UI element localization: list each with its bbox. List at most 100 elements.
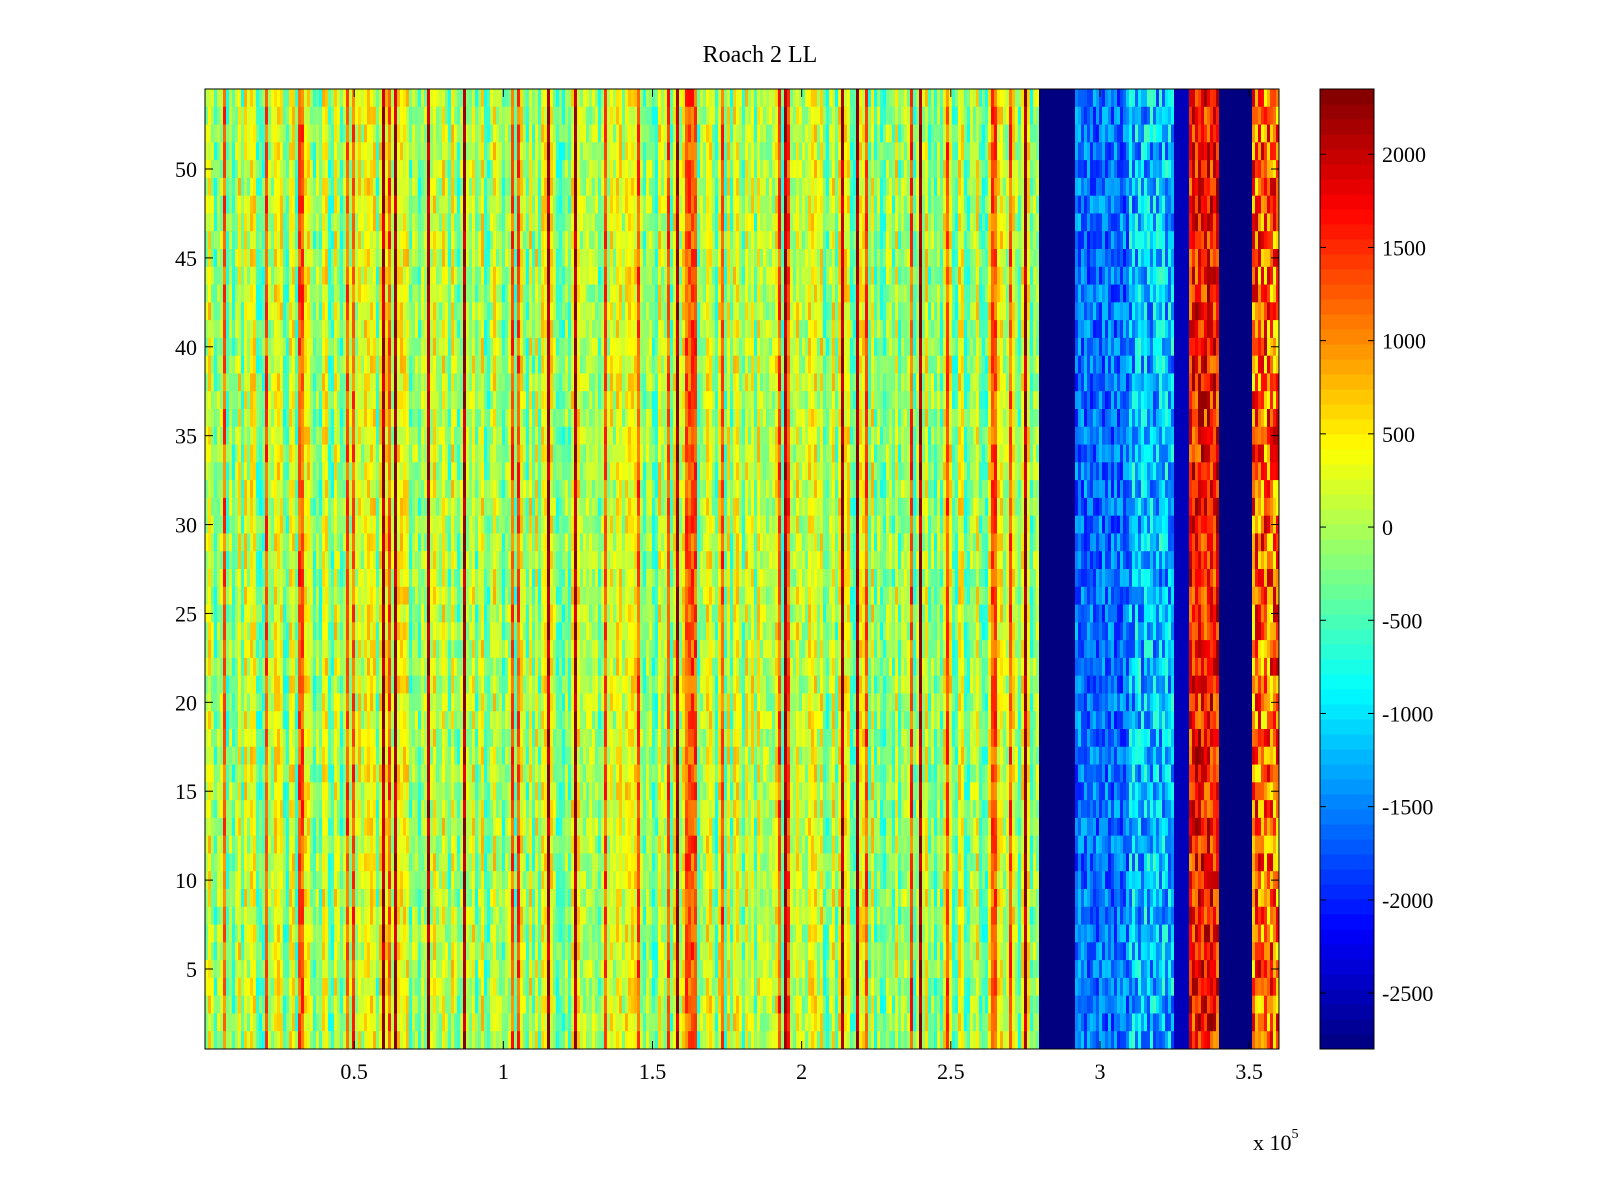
heatmap-cell — [946, 124, 950, 143]
heatmap-cell — [433, 249, 437, 268]
heatmap-cell — [940, 284, 944, 303]
heatmap-cell — [337, 302, 341, 321]
heatmap-cell — [439, 302, 443, 321]
heatmap-cell — [574, 302, 578, 321]
heatmap-cell — [460, 284, 464, 303]
heatmap-cell — [844, 106, 848, 126]
heatmap-cell — [376, 231, 380, 250]
heatmap-cell — [259, 266, 263, 286]
heatmap-cell — [1147, 266, 1151, 286]
heatmap-cell — [313, 284, 317, 303]
heatmap-cell — [799, 195, 803, 214]
heatmap-cell — [1132, 89, 1136, 108]
heatmap-cell — [1105, 142, 1109, 161]
heatmap-cell — [1117, 213, 1121, 232]
heatmap-cell — [391, 266, 395, 286]
heatmap-cell — [742, 142, 746, 161]
heatmap-cell — [1153, 249, 1157, 268]
heatmap-cell — [619, 213, 623, 232]
heatmap-cell — [265, 320, 269, 339]
heatmap-cell — [295, 266, 299, 286]
heatmap-cell — [970, 106, 974, 126]
heatmap-cell — [1222, 320, 1226, 339]
heatmap-cell — [238, 160, 242, 179]
heatmap-cell — [667, 302, 671, 321]
heatmap-cell — [760, 302, 764, 321]
heatmap-cell — [1216, 142, 1220, 161]
heatmap-cell — [826, 160, 830, 179]
heatmap-cell — [745, 249, 749, 268]
heatmap-cell — [310, 320, 314, 339]
heatmap-cell — [1249, 266, 1253, 286]
heatmap-cell — [226, 213, 230, 232]
heatmap-cell — [397, 302, 401, 321]
heatmap-cell — [964, 249, 968, 268]
heatmap-cell — [496, 320, 500, 339]
heatmap-cell — [838, 160, 842, 179]
heatmap-cell — [1195, 160, 1199, 179]
heatmap-cell — [214, 249, 218, 268]
heatmap-cell — [421, 249, 425, 268]
heatmap-cell — [1138, 124, 1142, 143]
heatmap-cell — [1150, 106, 1154, 126]
heatmap-cell — [649, 213, 653, 232]
heatmap-cell — [322, 266, 326, 286]
heatmap-cell — [1210, 231, 1214, 250]
heatmap-cell — [724, 266, 728, 286]
heatmap-cell — [1234, 89, 1238, 108]
heatmap-cell — [505, 249, 509, 268]
heatmap-cell — [544, 177, 548, 197]
heatmap-cell — [1036, 89, 1040, 108]
heatmap-cell — [1234, 249, 1238, 268]
heatmap-cell — [526, 249, 530, 268]
heatmap-cell — [214, 160, 218, 179]
heatmap-cell — [379, 89, 383, 108]
heatmap-cell — [376, 195, 380, 214]
heatmap-cell — [313, 142, 317, 161]
heatmap-cell — [727, 249, 731, 268]
heatmap-cell — [556, 266, 560, 286]
heatmap-cell — [394, 160, 398, 179]
heatmap-cell — [331, 320, 335, 339]
heatmap-cell — [952, 302, 956, 321]
heatmap-cell — [556, 213, 560, 232]
heatmap-cell — [766, 124, 770, 143]
heatmap-cell — [1237, 106, 1241, 126]
heatmap-cell — [877, 106, 881, 126]
heatmap-cell — [931, 213, 935, 232]
heatmap-cell — [664, 302, 668, 321]
heatmap-cell — [715, 231, 719, 250]
heatmap-cell — [367, 302, 371, 321]
heatmap-cell — [1111, 284, 1115, 303]
heatmap-cell — [373, 160, 377, 179]
heatmap-cell — [787, 320, 791, 339]
heatmap-cell — [1216, 213, 1220, 232]
heatmap-cell — [838, 249, 842, 268]
heatmap-cell — [1054, 302, 1058, 321]
heatmap-cell — [985, 213, 989, 232]
heatmap-cell — [1147, 249, 1151, 268]
heatmap-cell — [481, 231, 485, 250]
heatmap-cell — [982, 266, 986, 286]
heatmap-cell — [730, 177, 734, 197]
heatmap-cell — [466, 266, 470, 286]
heatmap-cell — [1000, 249, 1004, 268]
heatmap-cell — [754, 266, 758, 286]
heatmap-cell — [1006, 195, 1010, 214]
heatmap-cell — [499, 195, 503, 214]
heatmap-cell — [895, 249, 899, 268]
heatmap-cell — [964, 266, 968, 286]
heatmap-cell — [481, 124, 485, 143]
heatmap-cell — [631, 213, 635, 232]
heatmap-cell — [871, 142, 875, 161]
heatmap-cell — [1141, 177, 1145, 197]
heatmap-cell — [625, 89, 629, 108]
heatmap-cell — [463, 266, 467, 286]
heatmap-cell — [550, 302, 554, 321]
heatmap-cell — [1177, 249, 1181, 268]
heatmap-cell — [1186, 213, 1190, 232]
heatmap-cell — [619, 160, 623, 179]
heatmap-cell — [298, 213, 302, 232]
heatmap-cell — [703, 195, 707, 214]
heatmap-cell — [565, 302, 569, 321]
